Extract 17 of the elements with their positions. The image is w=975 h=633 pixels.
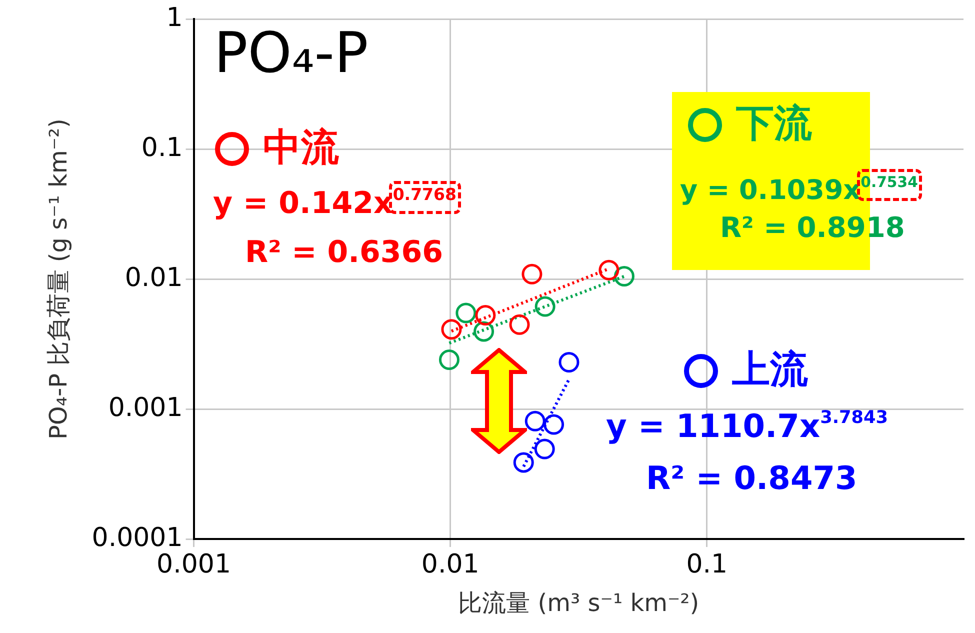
x-tick-label: 0.01 bbox=[421, 549, 480, 580]
annotation: y = 0.142x$^{0.7768}$ bbox=[213, 185, 456, 222]
chart-title: PO₄-P bbox=[213, 21, 370, 86]
y-tick-label: 0.0001 bbox=[92, 522, 183, 553]
y-tick-label: 0.01 bbox=[124, 262, 183, 293]
x-tick-label: 0.1 bbox=[686, 549, 728, 580]
annotation: R² = 0.8473 bbox=[646, 459, 858, 497]
annotation: y = 1110.7x$^{3.7843}$ bbox=[606, 407, 888, 446]
y-tick-label: 1 bbox=[166, 2, 183, 33]
annotation: R² = 0.6366 bbox=[245, 235, 444, 270]
y-axis-title: PO₄-P 比負荷量 (g s⁻¹ km⁻²) bbox=[44, 118, 73, 440]
x-axis-title: 比流量 (m³ s⁻¹ km⁻²) bbox=[458, 588, 700, 617]
legend-label: 中流 bbox=[263, 125, 339, 169]
y-tick-label: 0.001 bbox=[108, 392, 183, 423]
y-tick-label: 0.1 bbox=[141, 132, 183, 163]
legend-label: 下流 bbox=[736, 101, 812, 145]
legend-label: 上流 bbox=[732, 347, 808, 391]
